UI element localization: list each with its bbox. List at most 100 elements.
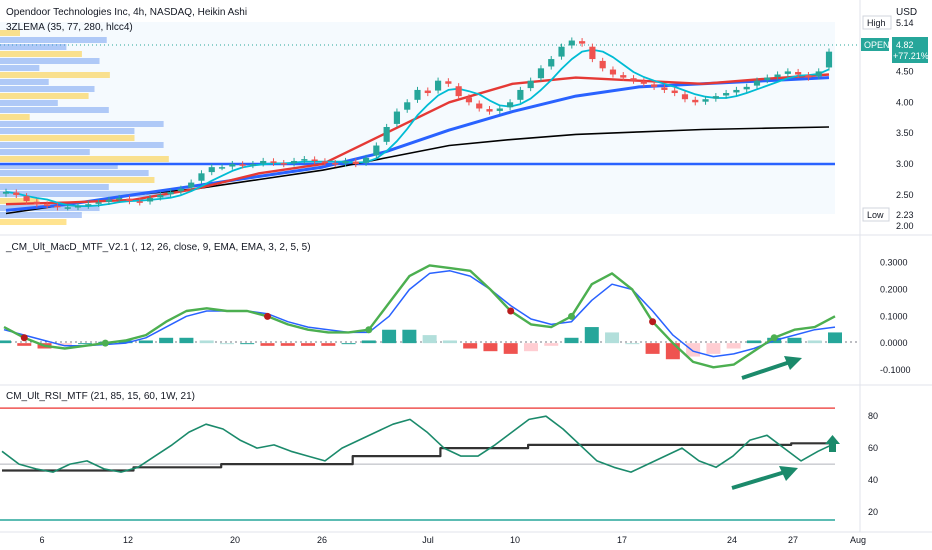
- high-badge-label: High: [867, 18, 886, 28]
- macd-histogram-bar: [260, 343, 275, 346]
- candle-body: [527, 80, 534, 89]
- candle-body: [558, 46, 565, 57]
- low-badge-value: 2.23: [896, 210, 914, 220]
- macd-cross-dot: [649, 318, 657, 326]
- macd-histogram-bar: [686, 343, 701, 357]
- price-tick-label: 4.50: [896, 66, 914, 76]
- candle-body: [352, 161, 359, 165]
- macd-histogram-bar: [726, 343, 741, 349]
- candle-body: [579, 41, 586, 44]
- macd-cross-dot: [263, 312, 271, 320]
- candle-body: [815, 71, 822, 77]
- macd-histogram-bar: [341, 343, 356, 345]
- volume-profile-bar: [0, 51, 82, 57]
- low-badge: Low 2.23: [862, 207, 914, 222]
- macd-histogram-bar: [321, 343, 336, 346]
- candle-body: [116, 198, 123, 200]
- price-tick-label: 2.50: [896, 190, 914, 200]
- macd-histogram-bar: [787, 337, 802, 344]
- candle-body: [342, 160, 349, 164]
- candle-body: [414, 89, 421, 100]
- candle-body: [465, 97, 473, 103]
- ema-indicator-label: 3ZLEMA (35, 77, 280, hlcc4): [6, 22, 133, 33]
- volume-profile-bar: [0, 149, 90, 155]
- price-tick-label: 4.00: [896, 97, 914, 107]
- high-badge: High 5.14: [862, 15, 914, 30]
- volume-profile-bar: [0, 156, 169, 162]
- volume-profile-bar: [0, 72, 110, 78]
- macd-cross-dot: [365, 326, 373, 334]
- macd-histogram-bar: [17, 343, 32, 346]
- macd-cross-dot: [20, 334, 28, 342]
- volume-profile-bar: [0, 198, 40, 204]
- candle-body: [198, 173, 205, 181]
- candle-body: [589, 46, 596, 60]
- candle-body: [13, 192, 20, 195]
- macd-histogram-bar: [442, 340, 457, 344]
- macd-histogram-bar: [564, 337, 579, 344]
- rsi-tick-label: 40: [868, 475, 878, 485]
- macd-histogram-bar: [219, 343, 234, 345]
- candle-body: [167, 191, 174, 195]
- candle-body: [671, 90, 678, 94]
- currency-label[interactable]: USD: [896, 7, 917, 18]
- open-badge-label: OPEN: [864, 40, 890, 50]
- candle-body: [681, 94, 689, 100]
- volume-profile-bar: [0, 107, 109, 113]
- volume-profile: [0, 30, 170, 225]
- macd-axis: 0.3000 0.2000 0.1000 0.0000 -0.1000: [880, 258, 911, 375]
- macd-tick-label: 0.3000: [880, 258, 908, 268]
- macd-histogram-bar: [301, 343, 316, 346]
- macd-histogram-bar: [483, 343, 498, 352]
- time-axis: 6 12 20 26 Jul 10 17 24 27 Aug: [39, 535, 866, 545]
- time-tick-label: 6: [39, 535, 44, 545]
- macd-histogram-bar: [828, 332, 842, 344]
- candle-body: [743, 86, 750, 90]
- price-axis: 5.004.504.003.503.002.502.00: [896, 36, 914, 231]
- volume-profile-bar: [0, 30, 20, 36]
- macd-histogram-bar: [402, 329, 417, 344]
- macd-tick-label: -0.1000: [880, 365, 911, 375]
- candle-body: [764, 77, 771, 81]
- macd-histogram-bar: [625, 343, 640, 345]
- macd-histogram-bar: [422, 335, 437, 344]
- candle-body: [332, 163, 339, 165]
- volume-profile-bar: [0, 93, 89, 99]
- candle-body: [548, 59, 555, 67]
- macd-histogram-bar: [665, 343, 680, 360]
- candle-body: [136, 201, 143, 203]
- candle-body: [712, 96, 719, 99]
- macd-histogram-bar: [584, 327, 599, 344]
- candle-body: [33, 201, 40, 205]
- volume-profile-bar: [0, 163, 118, 169]
- price-lines: [0, 48, 835, 215]
- candle-body: [74, 206, 82, 208]
- candle-body: [609, 69, 617, 75]
- candle-body: [702, 99, 709, 102]
- candle-body: [270, 161, 277, 163]
- rsi-tick-label: 60: [868, 443, 878, 453]
- macd-histogram-bar: [523, 343, 538, 352]
- macd-histogram-bar: [118, 340, 133, 344]
- candle-body: [239, 164, 246, 166]
- candle-body: [805, 75, 812, 78]
- volume-profile-bar: [0, 86, 95, 92]
- candle-body: [146, 198, 154, 202]
- macd-tick-label: 0.0000: [880, 338, 908, 348]
- macd-histogram-bar: [503, 343, 518, 354]
- macd-histogram-bar: [138, 340, 153, 344]
- volume-profile-bar: [0, 44, 67, 50]
- rsi-axis: 80 60 40 20: [868, 411, 878, 517]
- volume-profile-bar: [0, 219, 67, 225]
- candles: [2, 37, 833, 211]
- time-tick-label: Jul: [422, 535, 434, 545]
- candle-body: [105, 199, 112, 202]
- candle-body: [774, 74, 781, 77]
- volume-profile-bar: [0, 205, 100, 211]
- candle-body: [568, 40, 575, 46]
- candle-body: [95, 202, 102, 204]
- macd-histogram-bar: [0, 340, 11, 344]
- candle-body: [383, 127, 390, 142]
- chart-title: Opendoor Technologies Inc, 4h, NASDAQ, H…: [6, 7, 247, 18]
- candle-body: [290, 160, 298, 164]
